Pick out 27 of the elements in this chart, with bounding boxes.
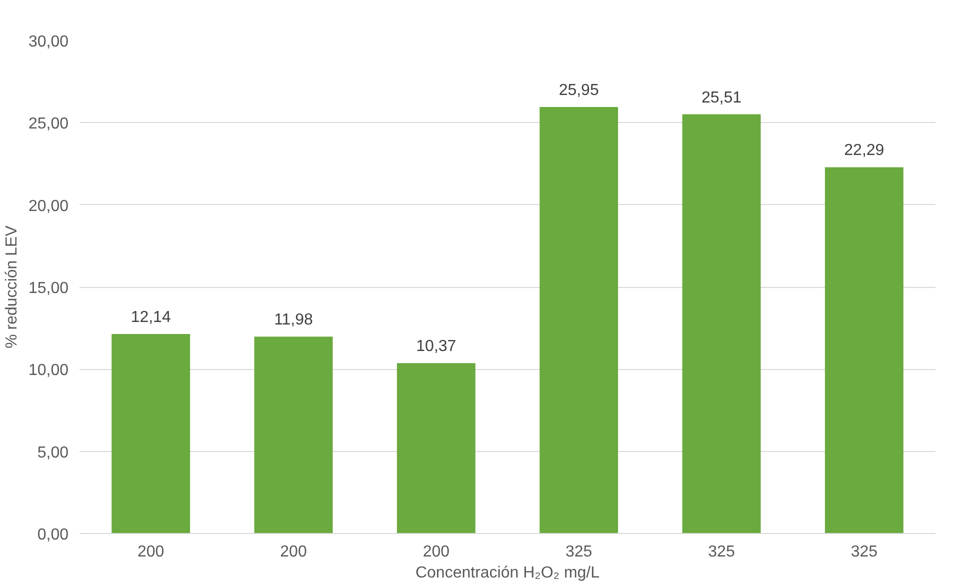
data-label: 12,14: [130, 309, 171, 326]
y-tick-label: 15,00: [28, 280, 69, 297]
x-axis-title: Concentración H₂O₂ mg/L: [415, 564, 600, 582]
x-tick-label: 325: [708, 544, 735, 560]
bar: [824, 167, 904, 534]
y-tick-label: 5,00: [37, 444, 69, 462]
x-tick-label: 200: [137, 544, 164, 560]
bar: [254, 336, 333, 534]
x-tick-label: 200: [422, 544, 450, 560]
y-tick-label: 25,00: [28, 116, 69, 133]
x-tick-label: 325: [565, 544, 592, 560]
bar: [682, 114, 761, 534]
y-tick-label: 20,00: [28, 198, 69, 215]
bar: [540, 107, 618, 534]
bar: [112, 334, 190, 534]
data-label: 22,29: [844, 142, 884, 160]
data-label: 25,51: [701, 89, 742, 106]
y-tick-label: 10,00: [28, 362, 69, 380]
data-label: 10,37: [416, 338, 456, 356]
x-tick-label: 325: [850, 544, 878, 560]
data-label: 11,98: [274, 312, 314, 329]
bar: [396, 363, 476, 534]
y-tick-label: 30,00: [28, 34, 69, 50]
data-label: 25,95: [558, 82, 599, 100]
y-axis-title: % reducción LEV: [3, 225, 20, 348]
x-tick-label: 200: [280, 544, 307, 560]
y-tick-label: 0,00: [37, 526, 69, 544]
